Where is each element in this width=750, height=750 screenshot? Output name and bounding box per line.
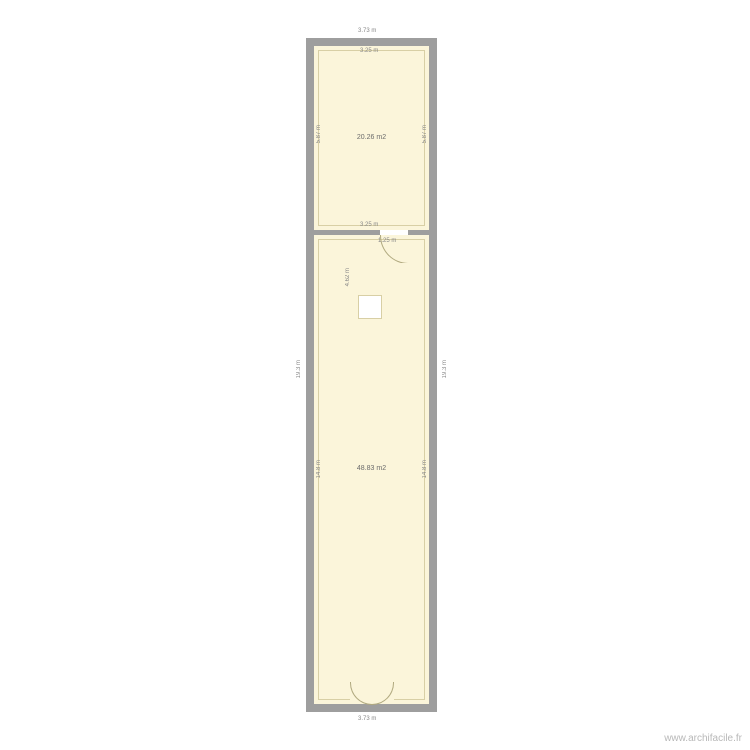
floorplan-canvas: 20.26 m2 48.83 m2 3.73 m 3.73 m 19.3 m 1…: [0, 0, 750, 750]
wall-top: [306, 38, 437, 46]
dim-outer-top: 3.73 m: [358, 28, 376, 34]
dim-door-side: 4.62 m: [345, 268, 351, 286]
wall-left: [306, 38, 314, 712]
dim-bottom-room-left: 14.8 m: [316, 460, 322, 478]
dim-bottom-room-right: 14.8 m: [422, 460, 428, 478]
wall-right: [429, 38, 437, 712]
wall-bottom: [306, 704, 437, 712]
double-door-bottom: [350, 692, 394, 704]
dim-outer-left: 19.3 m: [296, 360, 302, 378]
dim-top-room-bottom: 3.25 m: [360, 222, 378, 228]
dim-outer-right: 19.3 m: [442, 360, 448, 378]
room-top-label: 20.26 m2: [314, 134, 429, 141]
dim-top-room-top: 3.25 m: [360, 48, 378, 54]
white-box: [358, 295, 382, 319]
room-bottom-label: 48.83 m2: [314, 465, 429, 472]
dim-outer-bottom: 3.73 m: [358, 716, 376, 722]
dim-door-top: 1.25 m: [378, 238, 396, 244]
watermark: www.archifacile.fr: [664, 733, 742, 744]
room-top: 20.26 m2: [314, 46, 429, 230]
dim-top-room-right: 5.87 m: [422, 125, 428, 143]
dim-top-room-left: 5.87 m: [316, 125, 322, 143]
